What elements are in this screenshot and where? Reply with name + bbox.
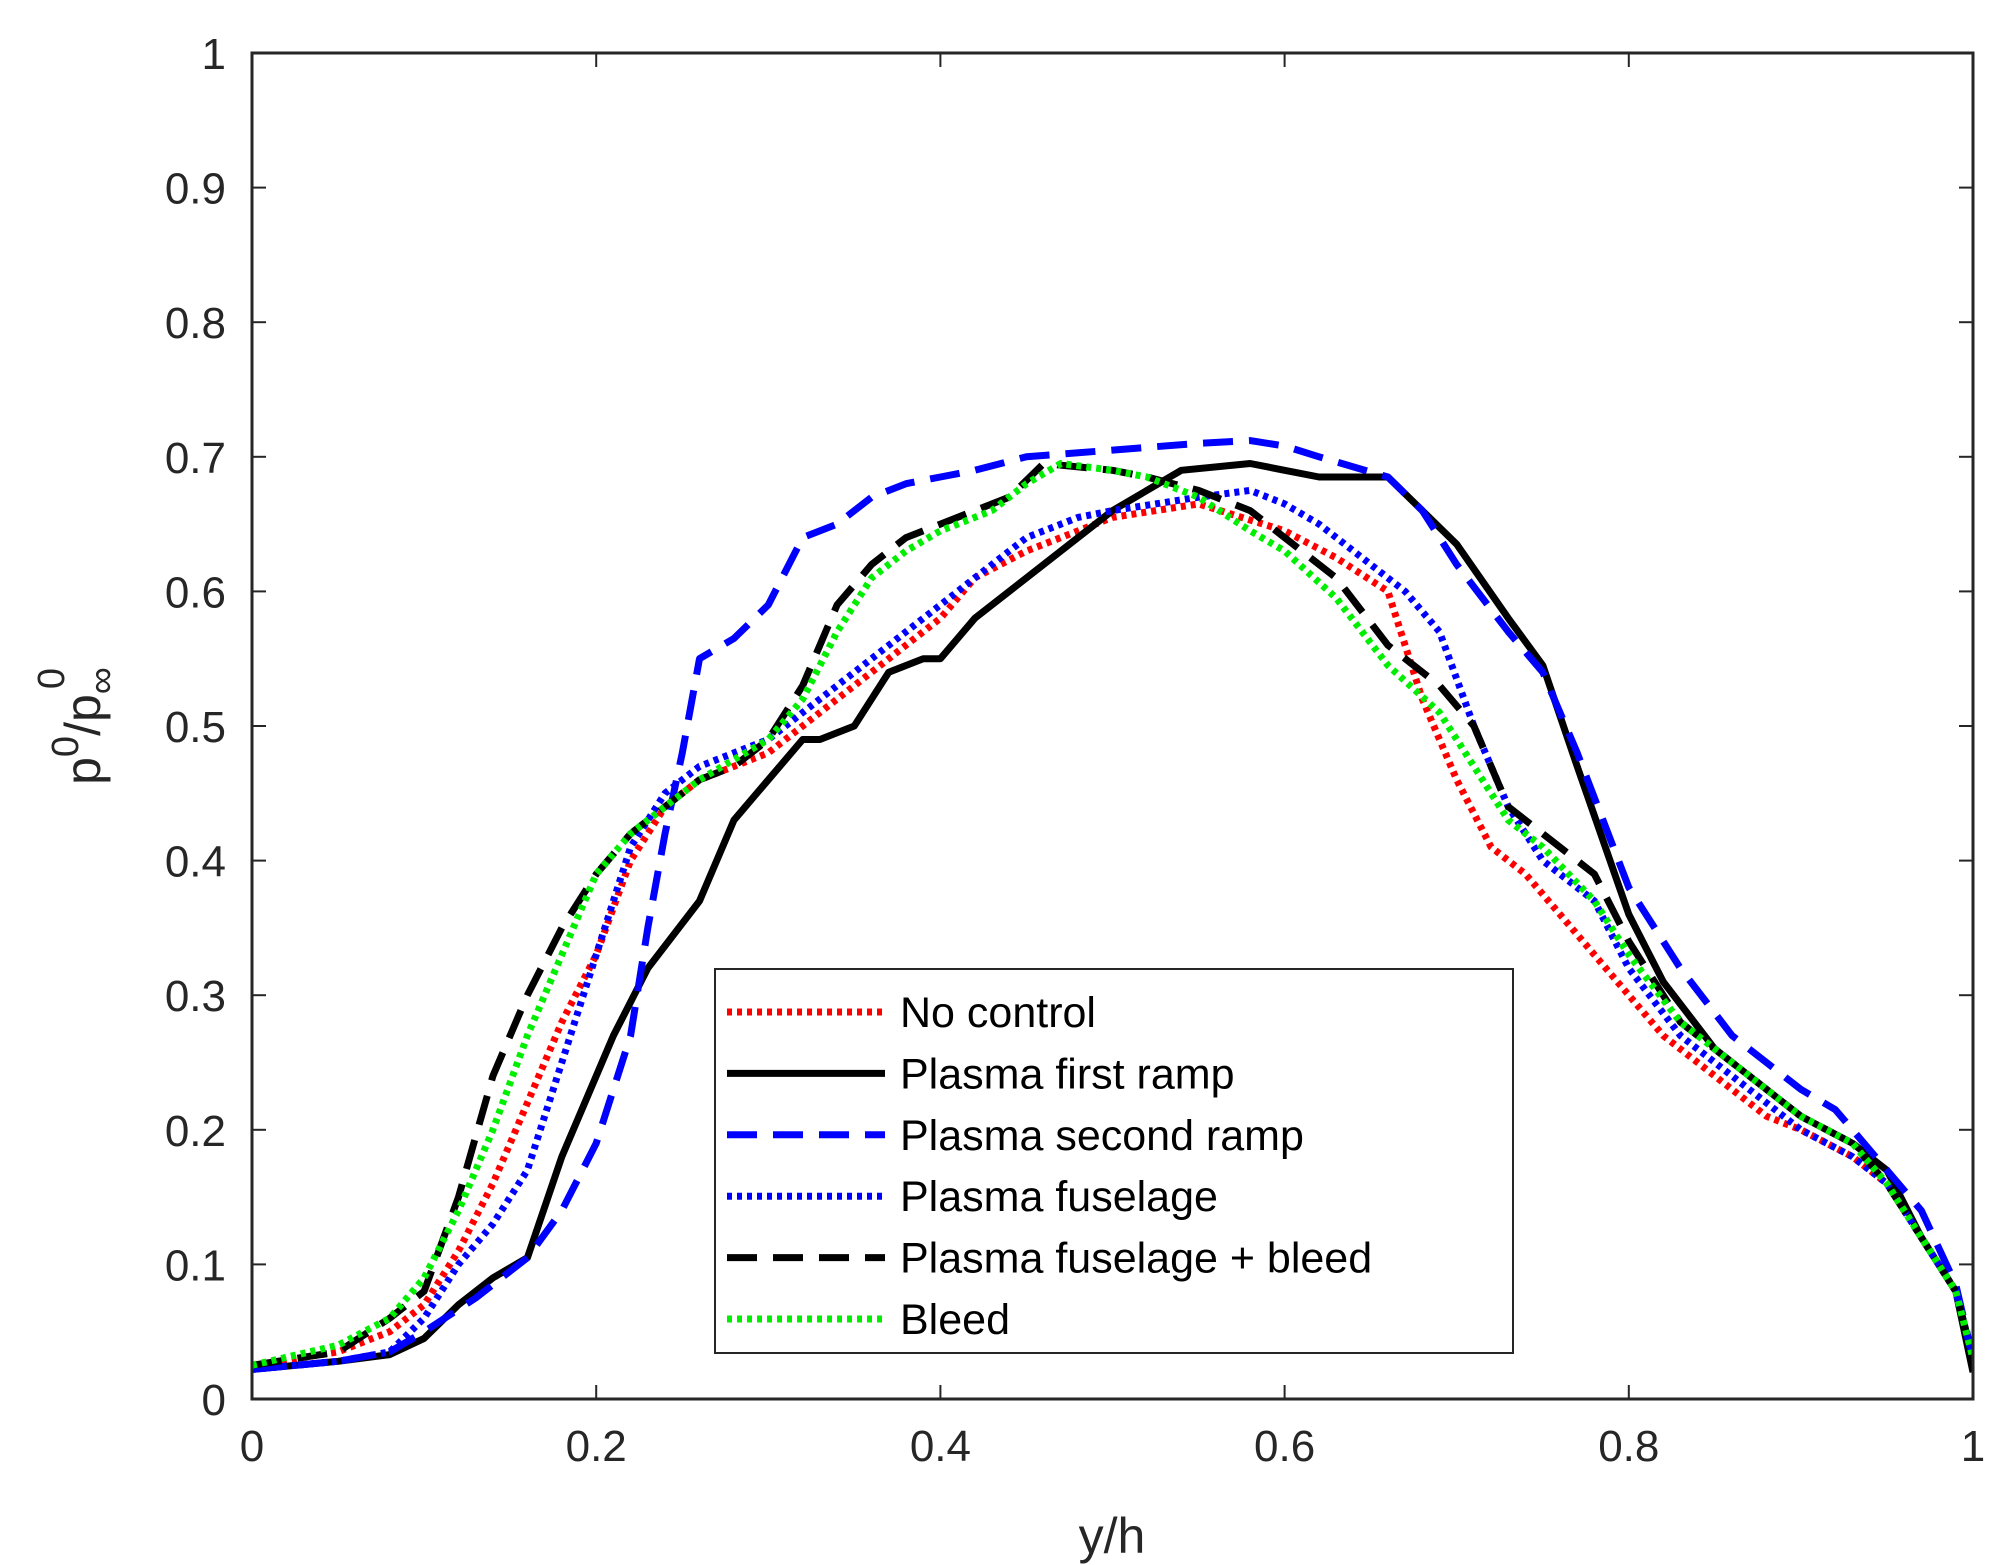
legend: No control Plasma first ramp Plasma second…: [714, 968, 1514, 1354]
legend-label: Plasma fuselage + bleed: [900, 1235, 1372, 1283]
y-tick-label: 0.9: [165, 165, 226, 214]
y-label-sub2: ∞: [81, 667, 123, 694]
svg-text:p0/p∞0: p0/p∞0: [31, 667, 123, 785]
x-axis-label: y/h: [1079, 1508, 1146, 1564]
x-tick-label: 1: [1961, 1422, 1985, 1471]
x-tick-label: 0.4: [910, 1422, 971, 1471]
ticks-layer: 0 0.2 0.4 0.6 0.8 1 0 0.1 0.2 0.3 0.4 0.5 0.6 0.7 0.8 0…: [165, 30, 1985, 1471]
y-tick-label: 0.2: [165, 1107, 226, 1156]
y-tick-label: 1: [202, 30, 226, 79]
series-line-no-control: [252, 500, 1973, 1369]
x-tick-label: 0: [240, 1422, 264, 1471]
legend-label: Plasma fuselage: [900, 1173, 1218, 1221]
series-line-plasma-second-ramp: [252, 437, 1973, 1373]
y-label-slash: /: [55, 722, 111, 736]
series-line-plasma-fuselage: [252, 486, 1973, 1373]
y-tick-label: 0.7: [165, 434, 226, 483]
x-tick-label: 0.6: [1254, 1422, 1315, 1471]
x-tick-label: 0.8: [1598, 1422, 1659, 1471]
legend-label: Plasma first ramp: [900, 1050, 1235, 1098]
y-tick-label: 0: [202, 1376, 226, 1425]
y-label-base2: p: [55, 694, 111, 722]
y-label-sup2: 0: [31, 668, 73, 689]
series-line-bleed: [252, 460, 1973, 1369]
x-tick-label: 0.2: [566, 1422, 627, 1471]
y-label-base: p: [55, 757, 111, 785]
legend-label: Plasma second ramp: [900, 1112, 1304, 1160]
y-axis-label: p0/p∞0: [31, 667, 123, 785]
legend-label: No control: [900, 989, 1096, 1037]
y-tick-label: 0.1: [165, 1241, 226, 1290]
y-tick-label: 0.5: [165, 703, 226, 752]
y-label-sup: 0: [45, 736, 87, 757]
legend-label: Bleed: [900, 1296, 1010, 1344]
y-tick-label: 0.8: [165, 299, 226, 348]
series-layer: [252, 437, 1973, 1373]
y-tick-label: 0.6: [165, 568, 226, 617]
y-tick-label: 0.3: [165, 972, 226, 1021]
y-tick-label: 0.4: [165, 838, 226, 887]
legend-box: [714, 968, 1514, 1354]
